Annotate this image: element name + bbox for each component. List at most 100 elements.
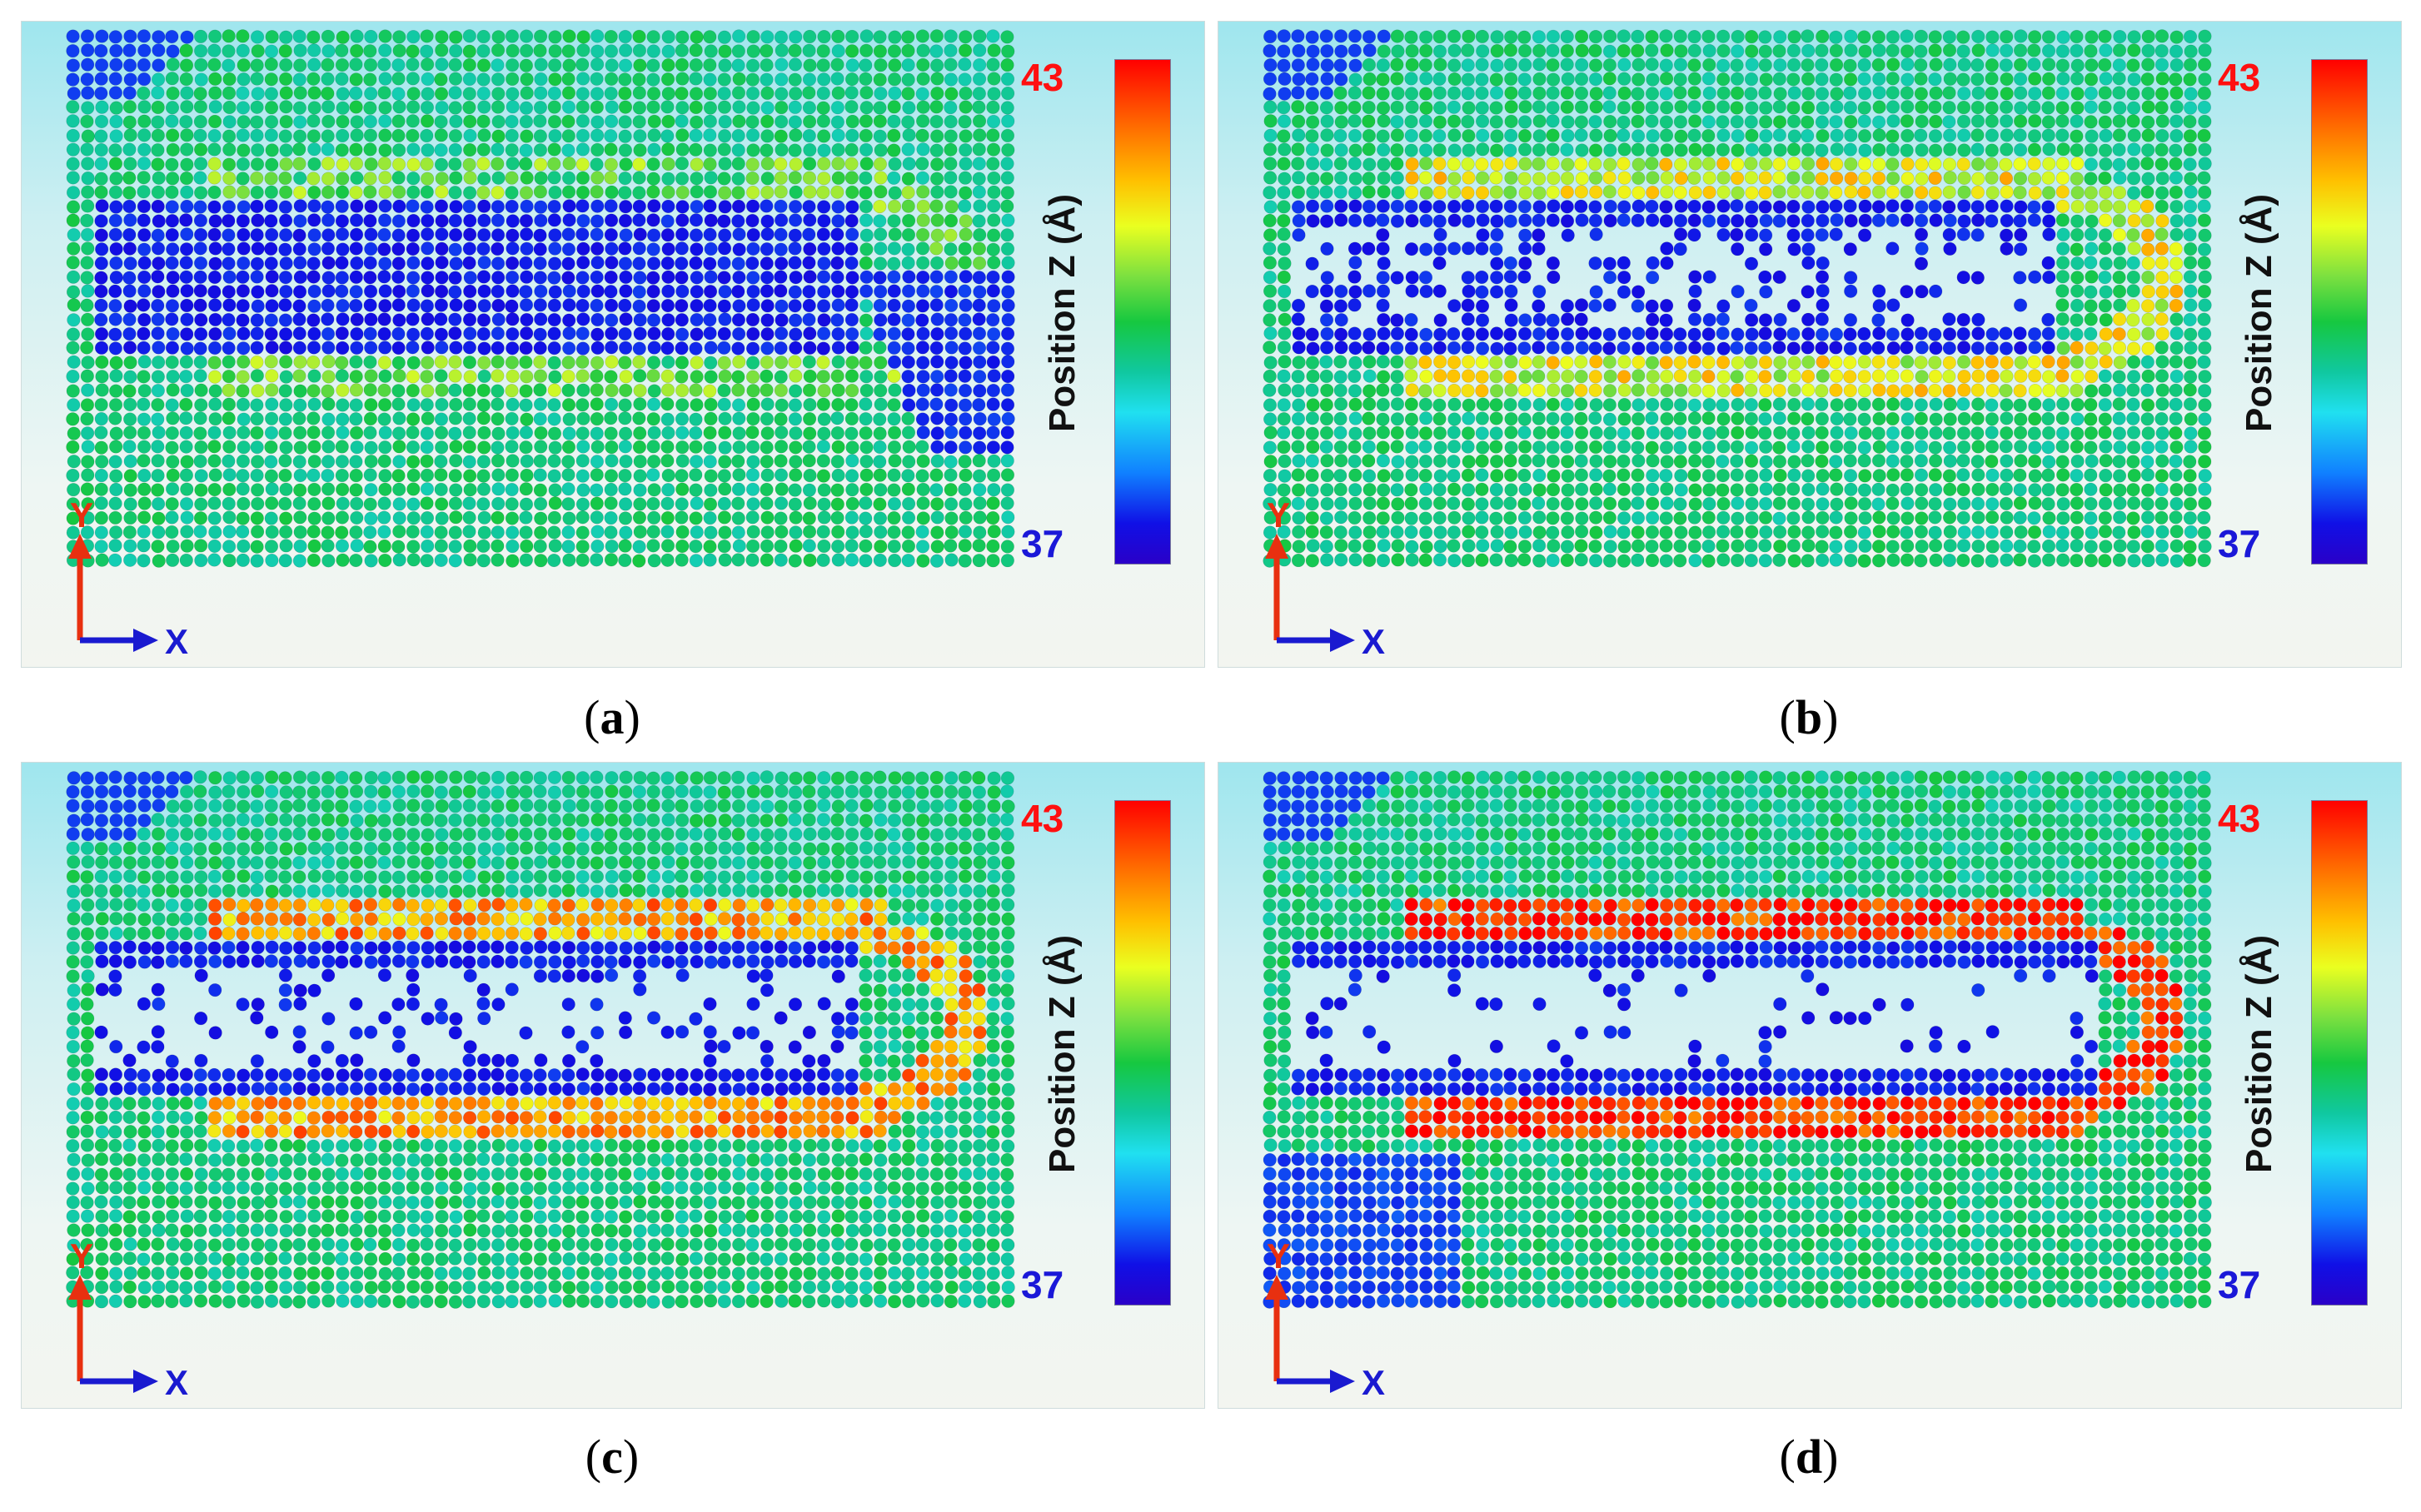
atom [1462, 129, 1476, 143]
atom [1347, 29, 1362, 43]
atom [2027, 554, 2042, 568]
atom [1561, 369, 1575, 384]
atom [1871, 213, 1886, 227]
atom [1390, 341, 1404, 356]
atom [1390, 468, 1404, 482]
atom [406, 72, 420, 86]
atom [1900, 455, 1914, 469]
atom [449, 341, 463, 355]
atom [2014, 242, 2028, 256]
atom [1461, 58, 1475, 72]
atom [675, 284, 690, 299]
atom [1942, 553, 1956, 568]
atom [391, 241, 406, 256]
atom [2112, 341, 2127, 355]
atom [2098, 57, 2112, 72]
atom [2013, 510, 2027, 525]
atom [1970, 142, 1985, 157]
atom [292, 241, 306, 256]
atom [859, 58, 873, 72]
atom [987, 454, 1001, 468]
atom [180, 100, 194, 114]
atom [152, 341, 166, 355]
atom [845, 185, 859, 199]
atom [661, 199, 675, 214]
atom [1857, 30, 1871, 44]
atom [1915, 200, 1929, 214]
atom [1673, 327, 1687, 341]
atom [1645, 114, 1659, 128]
atom [1970, 356, 1985, 370]
atom [1561, 172, 1575, 186]
atom [1786, 101, 1801, 115]
atom [1702, 43, 1716, 58]
atom [533, 355, 547, 369]
atom [1701, 200, 1716, 214]
atom [506, 454, 520, 468]
atom [1942, 510, 1957, 525]
atom [137, 771, 152, 785]
atom [590, 510, 604, 525]
atom [1532, 228, 1546, 242]
atom [1306, 341, 1320, 356]
atom [689, 72, 703, 86]
atom [1871, 313, 1885, 327]
atom [2000, 539, 2014, 553]
atom [2112, 312, 2127, 326]
atom [1461, 271, 1475, 285]
atom [265, 383, 279, 397]
atom [534, 200, 548, 214]
atom [1390, 525, 1404, 540]
atom [888, 383, 902, 397]
atom [619, 200, 633, 214]
atom [831, 214, 845, 228]
atom [973, 411, 987, 426]
atom [789, 30, 803, 44]
atom [1362, 114, 1376, 128]
atom [760, 341, 775, 356]
atom [844, 426, 859, 440]
atom [986, 114, 1001, 129]
atom [731, 525, 745, 540]
atom [1660, 496, 1674, 510]
atom [1744, 256, 1759, 271]
atom [491, 200, 505, 214]
atom [179, 355, 193, 369]
atom [1716, 86, 1731, 100]
atom [95, 370, 109, 384]
atom [533, 539, 547, 554]
atom [2000, 241, 2014, 256]
atom [873, 412, 887, 426]
atom [434, 87, 449, 101]
atom [2099, 157, 2113, 172]
atom [1829, 43, 1843, 57]
atom [760, 525, 775, 540]
atom [2126, 186, 2141, 200]
atom [2198, 469, 2212, 483]
atom [1305, 101, 1319, 115]
atom [406, 30, 421, 44]
atom [491, 284, 505, 299]
atom [1319, 185, 1333, 199]
atom [1376, 298, 1390, 312]
atom [973, 285, 987, 299]
atom [1319, 284, 1334, 298]
atom [364, 341, 378, 355]
atom [1772, 440, 1786, 455]
atom [2000, 228, 2014, 242]
atom [817, 72, 831, 87]
atom [1758, 370, 1772, 384]
atom [2041, 539, 2056, 554]
atom [859, 341, 873, 355]
atom [830, 411, 844, 425]
atom [1900, 369, 1914, 383]
atom [520, 770, 534, 784]
atom [1759, 72, 1773, 87]
atom [1928, 43, 1942, 57]
atom [463, 271, 477, 285]
atom [1560, 185, 1574, 199]
atom [448, 525, 462, 540]
atom [1830, 100, 1844, 114]
atom [1815, 425, 1829, 440]
atom [689, 128, 703, 142]
